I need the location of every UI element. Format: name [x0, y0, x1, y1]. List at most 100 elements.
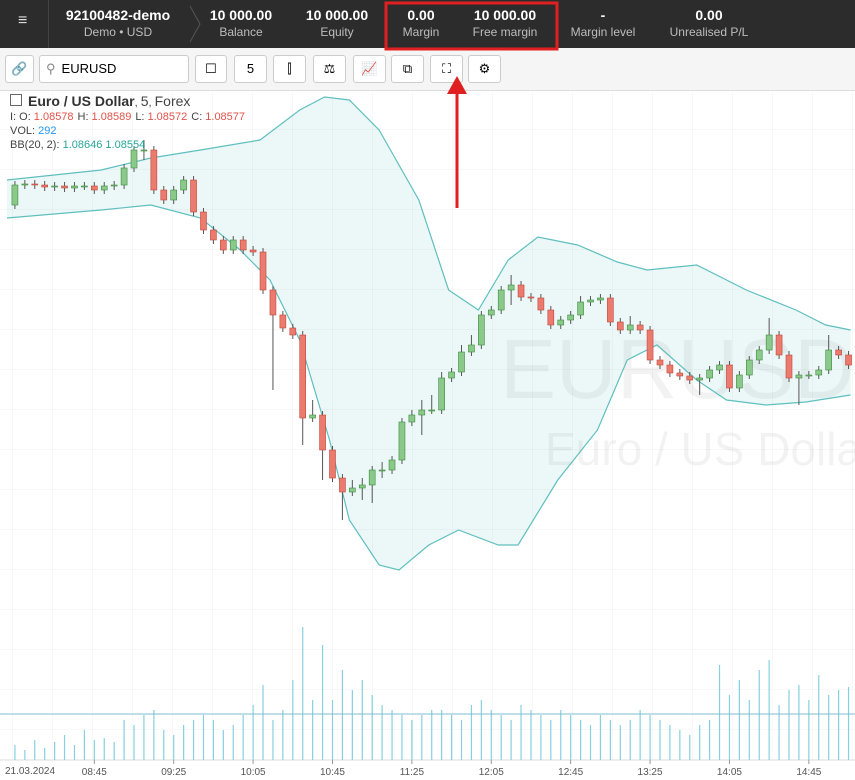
candle-body — [577, 301, 584, 316]
indicators-button[interactable]: 📈 — [353, 55, 386, 83]
symbol-search[interactable]: ⚲ EURUSD — [39, 55, 189, 83]
menu-button[interactable]: ≡ — [18, 12, 28, 29]
chevron — [189, 5, 201, 43]
volume-bar — [460, 720, 463, 760]
volume-bar — [768, 660, 770, 760]
volume-bar — [520, 705, 522, 760]
settings-button[interactable]: ⚙ — [468, 55, 501, 83]
volume-bar — [450, 715, 453, 760]
stat: 10 000.00 Equity — [282, 7, 392, 40]
ohlc-value: 1.08572 — [147, 111, 188, 123]
volume-bar — [351, 690, 353, 760]
candle-body — [507, 284, 515, 291]
candle-body — [676, 372, 684, 377]
candle-body — [666, 364, 674, 374]
candle-body — [358, 484, 366, 489]
candle-body — [765, 334, 773, 351]
stat-value: 10 000.00 — [209, 7, 273, 23]
vol-value: 292 — [38, 125, 57, 137]
candle-body — [259, 251, 267, 291]
bb-label: BB(20, 2): — [10, 139, 60, 151]
volume-bar — [679, 730, 681, 760]
volume-bar — [163, 730, 165, 760]
volume-bar — [292, 680, 294, 760]
volume-bar — [173, 735, 175, 760]
ohlc-value: 1.08577 — [205, 111, 246, 123]
candle-body — [21, 183, 29, 186]
candle-body — [497, 289, 505, 311]
ohlc-value: 1.08578 — [33, 111, 74, 123]
compare-button[interactable]: ⚖ — [313, 55, 346, 83]
x-tick-label: 10:05 — [241, 767, 266, 778]
candle-body — [815, 369, 823, 376]
candle-body — [210, 229, 217, 241]
symbol: EURUSD — [61, 61, 117, 76]
candle-body — [845, 354, 852, 366]
candle-body — [745, 359, 753, 376]
stat: 10 000.00 Balance — [186, 7, 296, 40]
volume-bar — [341, 670, 344, 760]
account-type: Demo • USD — [83, 25, 153, 39]
stat-value: 10 000.00 — [305, 7, 369, 23]
candles-button[interactable]: ⫿ — [273, 55, 306, 83]
volume-bar — [758, 670, 760, 760]
candle-body — [120, 167, 128, 186]
drawings-button[interactable]: ⧉ — [391, 55, 424, 83]
interval-button[interactable]: 5 — [234, 55, 267, 83]
volume-bar — [54, 742, 56, 760]
candle-body — [408, 414, 416, 423]
volume-bar — [609, 720, 611, 760]
volume-bar — [778, 705, 780, 760]
volume-bar — [629, 720, 631, 760]
candle-body — [805, 374, 813, 377]
candle-body — [597, 297, 604, 301]
volume-bar — [24, 750, 26, 760]
volume-bar — [510, 720, 512, 760]
volume-bar — [847, 687, 850, 760]
stat-value: - — [600, 7, 606, 23]
candle-body — [190, 179, 197, 213]
candle-body — [726, 364, 733, 389]
date-label: 21.03.2024 — [5, 766, 55, 777]
fullscreen-button[interactable]: ⛶ — [430, 55, 463, 83]
volume-bar — [828, 695, 830, 760]
candle-body — [428, 409, 436, 412]
instrument-name: Euro / US Dollar — [28, 93, 135, 109]
candle-body — [587, 299, 594, 303]
x-tick-label: 12:05 — [479, 767, 504, 778]
volume-bar — [391, 710, 393, 760]
candle-body — [478, 314, 485, 346]
volume-bar — [570, 715, 572, 760]
candle-body — [656, 359, 664, 366]
candle-body — [150, 149, 158, 191]
top-bar: ≡ 92100482-demo Demo • USD 10 000.00 Balan… — [0, 0, 855, 48]
volume-bar — [73, 745, 76, 760]
ohlc-label: C: — [191, 111, 203, 123]
volume-bar — [113, 742, 115, 760]
volume-bar — [470, 705, 473, 760]
volume-bar — [709, 720, 711, 760]
volume-bar — [500, 715, 502, 760]
volume-bar — [738, 680, 740, 760]
volume-bar — [401, 715, 403, 760]
candle-body — [537, 297, 545, 311]
link-button[interactable]: 🔗 — [5, 55, 34, 83]
volume-bar — [212, 720, 215, 760]
collapse-icon[interactable] — [10, 94, 22, 106]
candle-body — [775, 334, 783, 356]
candle-body — [100, 185, 108, 191]
candle-body — [646, 329, 654, 361]
bb-lower: 1.08554 — [105, 139, 146, 151]
band-upper — [6, 96, 851, 331]
volume-bar — [321, 645, 324, 760]
candle-body — [835, 349, 842, 356]
chart-type-button[interactable]: ☐ — [195, 55, 227, 83]
candle-body — [785, 354, 793, 379]
candle-body — [378, 469, 386, 472]
candle-body — [468, 344, 475, 353]
volume-bar — [649, 715, 651, 760]
candle-body — [388, 459, 396, 471]
account[interactable]: 92100482-demo Demo • USD — [53, 7, 183, 40]
candle-body — [51, 185, 58, 188]
